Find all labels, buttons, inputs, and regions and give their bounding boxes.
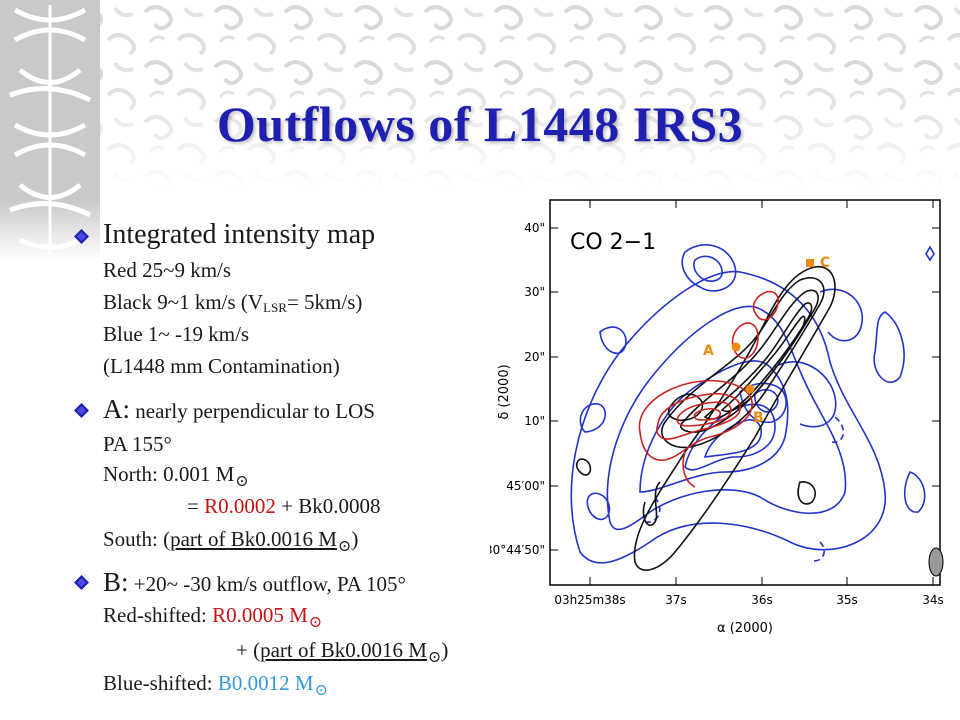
x-tick-labels: 03h25m38s 37s 36s 35s 34s [554,593,943,607]
bullet3-heading: B: +20~ -30 km/s outflow, PA 105° [103,567,406,597]
bullet2-north-breakdown: = R0.0002 + Bk0.0008 [187,494,381,518]
bullet2-south-mass: South: (part of Bk0.0016 M⊙) [103,527,359,555]
bullet1-red-range: Red 25~9 km/s [103,258,232,282]
y-tick-label: 30" [524,285,545,299]
source-a-marker [731,342,741,352]
bullet2-pa: PA 155° [103,432,172,456]
source-c-marker [806,259,814,267]
source-b-label: B [753,410,764,426]
bullet2-north-mass: North: 0.001 M⊙ [103,462,249,490]
x-tick-label: 37s [665,593,687,607]
source-a-label: A [703,343,714,359]
bullet1-black-range: Black 9~1 km/s (VLSR= 5km/s) [103,290,363,315]
source-b-marker [745,384,755,394]
diamond-bullet-icon [74,403,89,418]
bullet3-blue-shifted: Blue-shifted: B0.0012 M⊙ [103,671,328,699]
bullet1-blue-range: Blue 1~ -19 km/s [103,322,250,346]
y-tick-label: 20" [524,350,545,364]
y-tick-label: 30°44′50" [490,543,545,557]
beam-ellipse [928,547,944,577]
x-tick-label: 03h25m38s [554,593,625,607]
source-markers: C A B [703,255,830,426]
map-label: CO 2−1 [570,230,656,255]
slide-title: Outflows of L1448 IRS3 [216,96,744,152]
y-tick-label: 10" [524,414,545,428]
y-tick-label: 45′00" [506,479,545,493]
x-axis-title: α (2000) [717,621,773,636]
blue-contours [570,243,935,564]
bullet2-heading: A: nearly perpendicular to LOS [103,394,375,424]
source-c-label: C [820,255,830,271]
bullet3-red-shifted: Red-shifted: R0.0005 M⊙ [103,603,323,631]
bullet1-heading: Integrated intensity map [103,219,376,250]
bullet3-red-addition: + (part of Bk0.0016 M⊙) [236,638,449,666]
plot-frame [549,199,941,586]
bullet1-contamination: (L1448 mm Contamination) [103,354,340,378]
co-contour-map: C A B CO 2−1 40" 30" 20" 10" 45′00" 30°4… [490,192,960,642]
y-tick-label: 40" [524,221,545,235]
diamond-bullet-icon [74,229,89,244]
diamond-bullet-icon [74,575,89,590]
x-tick-label: 36s [751,593,773,607]
x-tick-label: 35s [836,593,858,607]
y-axis-title: δ (2000) [497,364,512,419]
y-tick-labels: 40" 30" 20" 10" 45′00" 30°44′50" [490,221,545,557]
x-tick-label: 34s [922,593,944,607]
